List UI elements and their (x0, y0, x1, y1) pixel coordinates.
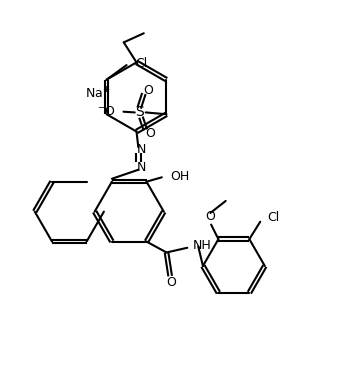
Text: OH: OH (170, 170, 189, 183)
Text: S: S (135, 105, 143, 119)
Text: N: N (136, 161, 146, 174)
Text: O: O (205, 210, 215, 223)
Text: NH: NH (193, 239, 212, 253)
Text: O: O (145, 127, 155, 140)
Text: O: O (166, 276, 176, 289)
Text: Na$^{+}$: Na$^{+}$ (85, 87, 111, 102)
Text: Cl: Cl (268, 211, 280, 224)
Text: $^{-}$O: $^{-}$O (97, 105, 116, 118)
Text: Cl: Cl (136, 57, 148, 70)
Text: O: O (143, 84, 153, 97)
Text: N: N (136, 143, 146, 156)
